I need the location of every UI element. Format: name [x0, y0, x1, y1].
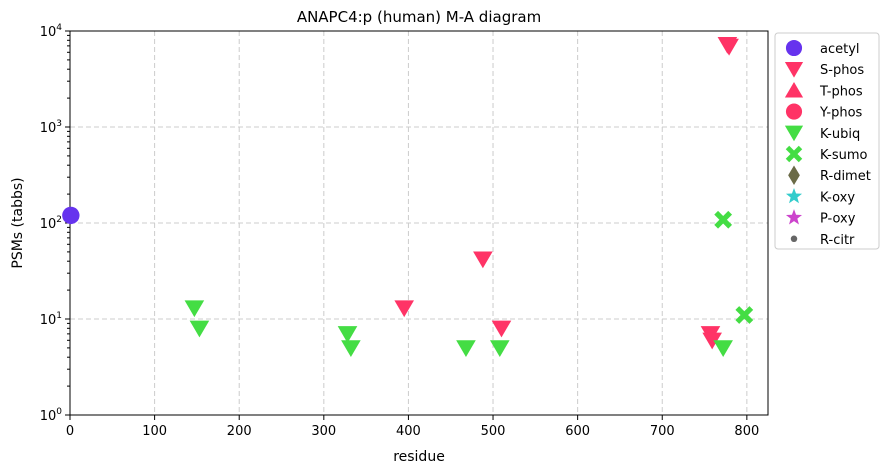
legend-marker — [790, 235, 798, 243]
chart-title: ANAPC4:p (human) M-A diagram — [297, 8, 541, 26]
x-axis: 0 100 200 300 400 500 600 700 800 — [66, 415, 759, 439]
legend-marker — [784, 62, 804, 78]
legend-label: K-oxy — [820, 190, 855, 205]
data-point — [394, 300, 414, 318]
y-tick-label: 102 — [40, 215, 62, 232]
legend-label: S-phos — [820, 63, 864, 78]
y-tick-label: 101 — [40, 311, 62, 328]
data-points — [62, 36, 754, 357]
legend-marker — [784, 125, 804, 142]
legend-label: K-sumo — [820, 148, 868, 163]
y-tick-label: 104 — [40, 23, 63, 40]
data-point — [337, 326, 358, 343]
legend-label: K-ubiq — [820, 127, 860, 142]
y-tick-label: 103 — [40, 119, 62, 136]
data-point — [714, 210, 733, 229]
x-tick-label: 400 — [396, 424, 421, 439]
data-point — [184, 300, 205, 318]
legend-marker — [785, 103, 803, 120]
y-tick-label: 100 — [40, 407, 63, 424]
legend-label: acetyl — [820, 42, 860, 57]
legend-marker — [784, 81, 804, 98]
data-point — [719, 38, 739, 56]
y-axis: 100 101 102 103 104 — [40, 23, 70, 424]
legend-label: T-phos — [819, 84, 863, 99]
y-axis-label: PSMs (tabbs) — [10, 177, 26, 268]
legend-frame — [774, 32, 880, 250]
data-point — [189, 320, 210, 338]
x-tick-label: 200 — [227, 424, 252, 439]
x-tick-label: 300 — [311, 424, 336, 439]
data-point — [735, 306, 754, 324]
x-tick-label: 700 — [650, 424, 675, 439]
x-tick-label: 100 — [142, 424, 167, 439]
legend-marker — [788, 165, 800, 185]
x-axis-label: residue — [393, 449, 445, 465]
data-point — [489, 340, 510, 357]
data-point — [702, 332, 722, 350]
legend-label: P-oxy — [820, 212, 856, 227]
legend-marker — [785, 39, 803, 57]
legend-marker — [785, 209, 803, 225]
data-point — [341, 340, 361, 357]
data-point — [456, 340, 476, 357]
data-point — [491, 320, 512, 338]
data-point — [713, 340, 733, 357]
legend-label: R-dimet — [820, 169, 871, 184]
x-tick-label: 800 — [734, 424, 759, 439]
x-tick-label: 500 — [481, 424, 506, 439]
x-tick-label: 600 — [565, 424, 590, 439]
legend-marker — [785, 145, 803, 163]
legend-label: R-citr — [820, 233, 855, 248]
legend-marker — [785, 187, 803, 204]
legend-label: Y-phos — [819, 106, 863, 121]
data-point — [62, 206, 80, 225]
grid — [70, 30, 768, 415]
x-tick-label: 0 — [66, 424, 74, 439]
legend: acetyl S-phos T-phos Y-phos K-ubiq K-sumo R-di… — [774, 32, 880, 250]
data-point — [473, 251, 493, 269]
